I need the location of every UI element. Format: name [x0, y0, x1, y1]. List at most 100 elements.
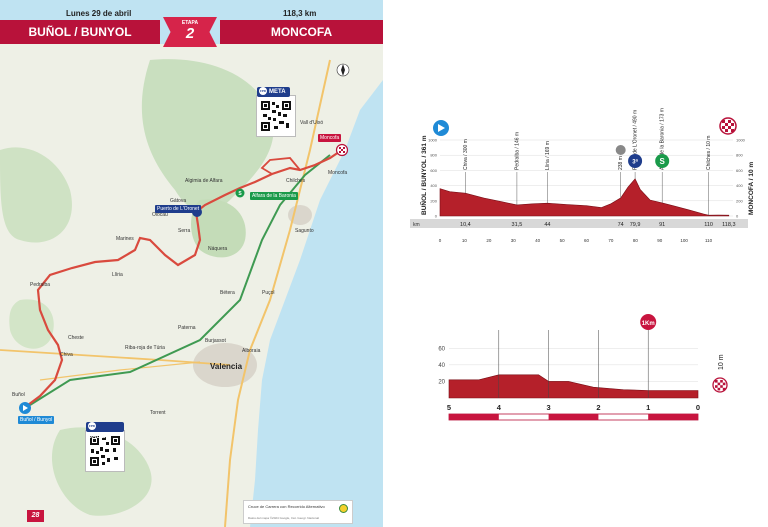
profile-y-tick-left: 0 — [435, 214, 438, 219]
land-area — [0, 44, 383, 527]
town-label: Torrent — [150, 410, 166, 416]
profile-y-tick-left: 400 — [430, 183, 437, 188]
town-label: Chilches — [286, 178, 306, 184]
finish-y-tick: 60 — [438, 346, 445, 352]
finish-x-tick: 1 — [646, 403, 650, 412]
sprint-icon[interactable] — [235, 188, 245, 198]
profile-x-tick: 50 — [560, 238, 566, 243]
town-label: Sagunto — [295, 228, 314, 234]
profile-km-marker: 44 — [544, 222, 550, 228]
start-play-icon — [23, 405, 28, 411]
profile-sprint-badge-text: S — [660, 157, 666, 166]
page-number: 28 — [27, 510, 44, 522]
profile-y-tick-right: 400 — [736, 183, 743, 188]
profile-finish-flag-cell — [722, 120, 725, 123]
flamme-rouge-icon — [640, 314, 657, 330]
finish-x-tick: 2 — [596, 403, 600, 412]
finish-town-banner: MONCOFA — [220, 20, 383, 44]
brand-logo-icon: FPD — [88, 422, 96, 431]
forest-area — [9, 299, 54, 349]
map-legend: Cruce de Carrera con Recorrido Alternati… — [243, 500, 353, 524]
town-label: Vall d'Uixó — [300, 120, 324, 126]
profile-x-tick: 70 — [608, 238, 614, 243]
profile-x-tick: 0 — [439, 238, 442, 243]
alternative-route — [29, 154, 331, 406]
profile-x-tick: 110 — [705, 238, 713, 243]
town-label: Llíria — [112, 272, 123, 278]
forest-area — [191, 199, 246, 258]
profile-km-bar — [410, 219, 748, 228]
profile-x-tick: 100 — [680, 238, 688, 243]
finish-final-flag-cell — [720, 380, 723, 383]
profile-finish-flag-cell — [728, 120, 731, 123]
profile-climb-badge-icon — [628, 154, 643, 168]
finish-y-tick: 20 — [438, 379, 445, 385]
profile-finish-flag-cell — [731, 123, 734, 126]
profile-km-label: km — [413, 222, 420, 228]
compass-needle — [341, 64, 345, 76]
profile-km-marker: 79,9 — [630, 222, 641, 228]
profile-point-label: Puerto de L'Oronet / 490 m — [633, 110, 639, 170]
finish-altitude-label: 10 m — [718, 354, 725, 370]
city-label-valencia: Valencia — [210, 362, 243, 371]
sprint-icon-letter: S — [238, 191, 242, 197]
salida-label: SALIDA — [88, 434, 111, 440]
profile-y-tick-right: 200 — [736, 198, 743, 203]
finish-final-flag-cell — [722, 382, 726, 386]
profile-point-label: Chilches / 10 m — [706, 136, 712, 170]
finish-x-tick: 3 — [547, 403, 551, 412]
profile-km-marker: 31,5 — [512, 222, 523, 228]
finish-final-flag-cell — [715, 385, 718, 388]
profile-km-marker: 10,4 — [460, 222, 471, 228]
finish-final-flag-cell — [717, 382, 721, 386]
alt-route-crossing-icon — [339, 504, 348, 513]
profile-finish-flag-cell — [725, 129, 728, 132]
finish-pin-label: Moncofa — [318, 134, 342, 142]
town-label: Olocau — [152, 212, 168, 218]
meta-label: META — [269, 89, 286, 95]
finish-x-tick: 4 — [497, 403, 502, 412]
finish-final-flag-cell — [722, 387, 726, 391]
map-credits: Datos del mapa ©2024 Google, Inst. Geogr… — [248, 516, 319, 520]
profile-y-tick-right: 1000 — [736, 138, 746, 143]
profile-x-tick: 40 — [535, 238, 541, 243]
salida-qr-card[interactable]: FPD SALIDA — [85, 422, 125, 472]
town-label: Buñol — [12, 392, 25, 398]
meta-qr-card[interactable]: FPD META — [256, 87, 296, 137]
town-label: Gátova — [170, 198, 187, 204]
profile-km-marker: 118,3 — [722, 222, 735, 228]
town-label: Chiva — [60, 352, 73, 358]
town-label: Puçol — [262, 290, 275, 296]
qr-code-icon[interactable] — [86, 431, 124, 471]
profile-start-name: BUÑOL / BUNYOL / 361 m — [419, 135, 428, 215]
stage-badge: ETAPA 2 — [163, 17, 217, 47]
profile-finish-flag-cell — [728, 126, 731, 129]
profile-point-label: Pedralba / 146 m — [514, 132, 520, 170]
town-label: Algimia de Alfara — [185, 178, 223, 184]
meta-tag: FPD META — [257, 87, 290, 97]
salida-tag: FPD SALIDA — [86, 422, 124, 440]
stage-number: 2 — [185, 25, 195, 42]
town-label: Burjassot — [205, 338, 226, 344]
town-label: Serra — [178, 228, 191, 234]
map-canvas[interactable]: S — [0, 0, 383, 527]
stage-date: Lunes 29 de abril — [66, 9, 132, 18]
profile-y-tick-left: 600 — [430, 168, 437, 173]
town-label: Riba-roja de Túria — [125, 345, 165, 351]
qr-code-icon[interactable] — [257, 96, 295, 136]
start-town-banner: BUÑOL / BUNYOL — [0, 20, 160, 44]
finish-profile-area — [448, 374, 699, 399]
profile-start-play-icon — [438, 124, 445, 132]
stage-map[interactable]: S Lunes 29 de abril 118,3 km BUÑOL / BUN… — [0, 0, 383, 527]
profile-point-label: Alfara de la Baronia / 173 m — [660, 108, 666, 170]
profile-area — [439, 178, 730, 217]
profile-km-marker: 110 — [704, 222, 713, 228]
profile-km-marker: 91 — [659, 222, 665, 228]
profile-x-tick: 80 — [633, 238, 639, 243]
profile-x-tick: 30 — [511, 238, 517, 243]
profile-climb-badge-text: 3ª — [632, 159, 638, 166]
final-km-elevation-chart: 60 40 20 5 4 3 2 1 0 1Km 10 m — [438, 314, 728, 421]
sprint-pin-label: Alfara de la Baronia — [250, 192, 298, 200]
profile-y-tick-right: 800 — [736, 153, 743, 158]
forest-area — [141, 59, 274, 213]
